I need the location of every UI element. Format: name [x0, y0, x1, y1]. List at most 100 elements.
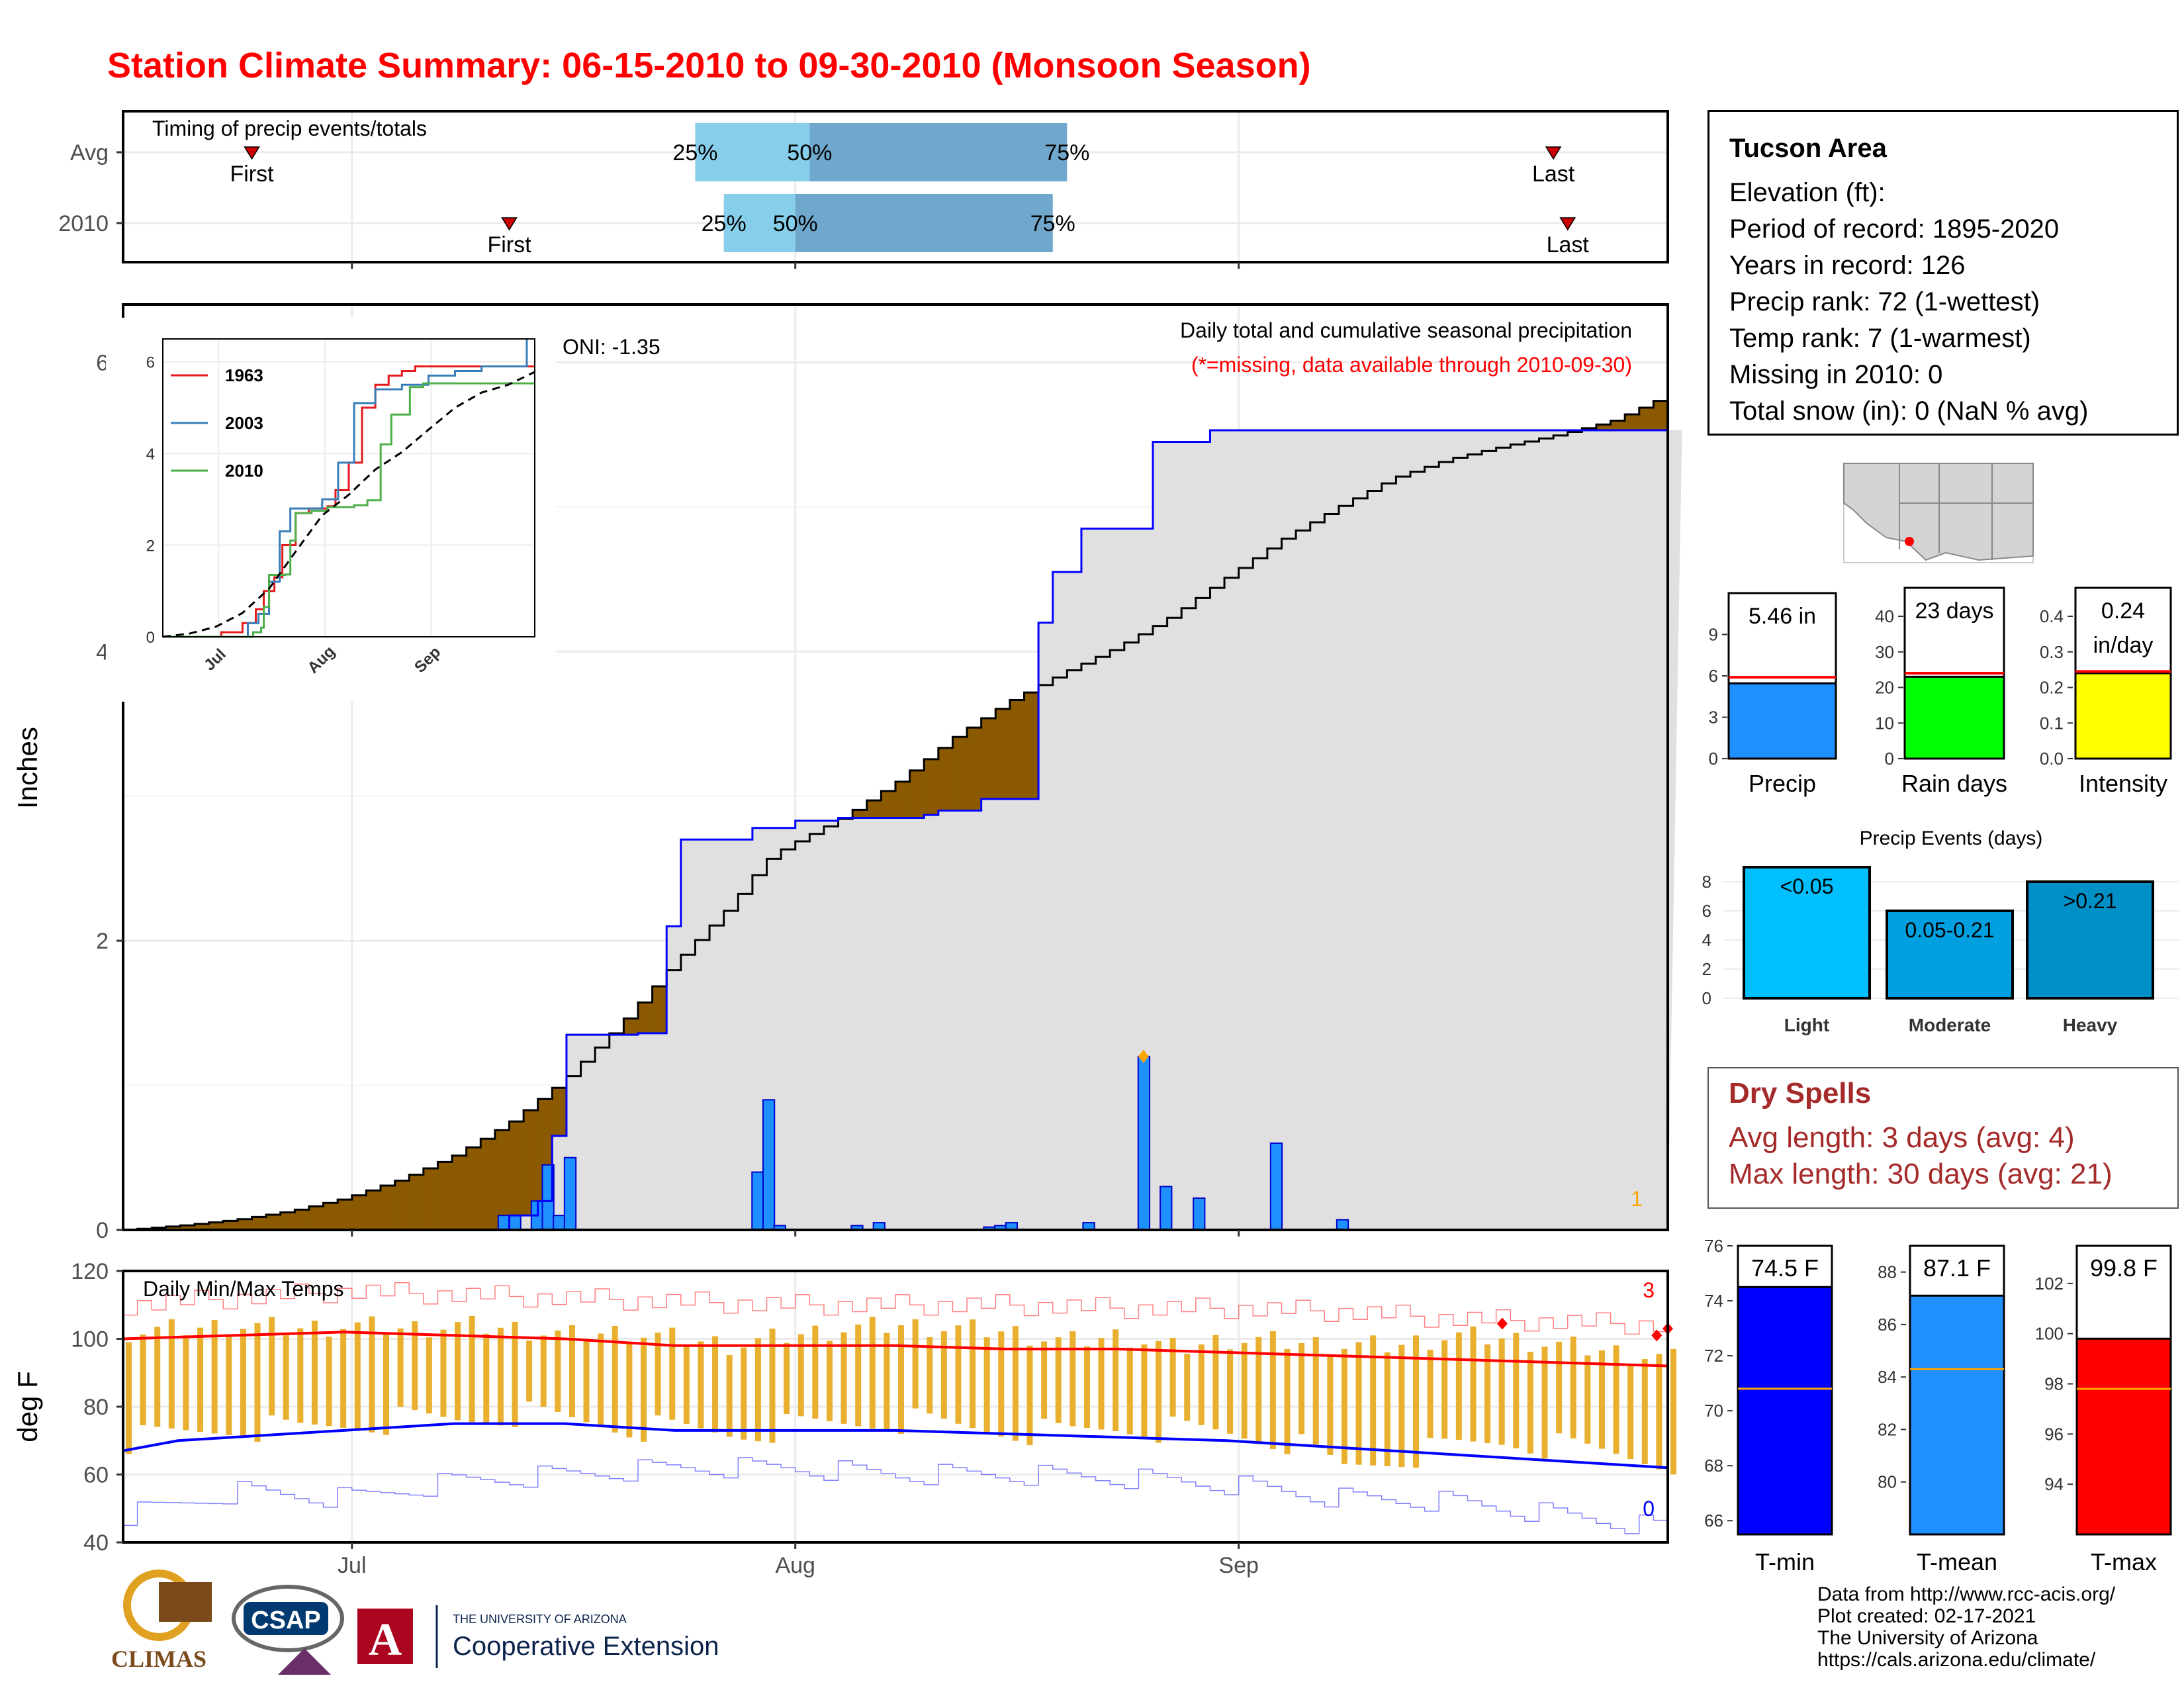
- precip_bar-y-tick-label: 0: [1709, 749, 1718, 769]
- temps-y-tick-label: 80: [83, 1395, 109, 1420]
- dry-spells-title: Dry Spells: [1729, 1077, 1872, 1109]
- tmean_bar-y-tick-label: 82: [1878, 1419, 1897, 1439]
- temps-daily-range-bar: [1255, 1336, 1262, 1444]
- rain_days_bar-chart: 0 10 20 30 40 23 days Rain days: [1875, 586, 2007, 797]
- temps-daily-range-bar: [1098, 1338, 1105, 1430]
- events-title: Precip Events (days): [1860, 827, 2043, 849]
- intensity_bar-y-tick-label: 0.1: [2040, 713, 2064, 733]
- precip_bar-y-tick-label: 6: [1709, 666, 1718, 686]
- temps-daily-range-bar: [126, 1342, 132, 1454]
- temps-daily-range-bar: [1184, 1354, 1191, 1421]
- temps-daily-range-bar: [826, 1340, 833, 1422]
- rain_days_bar-value-label: 23 days: [1915, 598, 1993, 624]
- temps-daily-range-bar: [455, 1322, 461, 1421]
- precip-deficit-area: [437, 1162, 453, 1230]
- precip-missing-marker: [1138, 1049, 1149, 1063]
- timing-q75-label: 75%: [1030, 211, 1075, 236]
- precip-deficit-area: [280, 1212, 295, 1230]
- rain_days_bar-category-label: Rain days: [1901, 770, 2007, 797]
- temps-record-marker: [1651, 1329, 1662, 1342]
- info-line: Missing in 2010: 0: [1729, 360, 1943, 389]
- temps-daily-range-bar: [641, 1337, 647, 1442]
- temps-daily-range-bar: [898, 1325, 904, 1434]
- precip-y-tick-label: 0: [96, 1218, 109, 1243]
- temps-daily-range-bar: [683, 1346, 690, 1425]
- precip-deficit-area: [1610, 420, 1625, 431]
- timing-q50-label: 50%: [787, 140, 832, 165]
- temps-daily-range-bar: [412, 1321, 418, 1411]
- rain_days_bar-y-tick-label: 20: [1875, 678, 1894, 698]
- temps-daily-range-bar: [726, 1354, 733, 1437]
- temps-daily-range-bar: [940, 1331, 947, 1419]
- tmin_bar-value-label: 74.5 F: [1751, 1254, 1819, 1282]
- inset-legend-label: 2003: [225, 413, 263, 433]
- tmean_bar-value-label: 87.1 F: [1923, 1254, 1991, 1282]
- tmax_bar-category-label: T-max: [2091, 1548, 2157, 1575]
- tmin_bar-y-tick-label: 72: [1704, 1346, 1723, 1366]
- precip-deficit-area: [381, 1186, 396, 1230]
- temps-daily-range-bar: [612, 1325, 618, 1433]
- timing-bar-high: [809, 123, 1068, 181]
- dry-spells-max: Max length: 30 days (avg: 21): [1729, 1158, 2113, 1190]
- events-y-tick-label: 2: [1702, 959, 1711, 979]
- temps-daily-range-bar: [812, 1325, 819, 1419]
- precip-daily-bar: [762, 1099, 776, 1231]
- temps-y-tick-label: 60: [83, 1463, 109, 1488]
- timing-first-label: First: [230, 162, 274, 187]
- precip-deficit-area: [223, 1221, 238, 1230]
- precip-deficit-area: [480, 1139, 496, 1230]
- precip-deficit-area: [266, 1214, 281, 1230]
- precip-deficit-area: [1625, 414, 1640, 431]
- temps-daily-range-bar: [240, 1329, 246, 1438]
- events-bar-label: >0.21: [2064, 889, 2117, 913]
- temps-title: Daily Min/Max Temps: [143, 1277, 343, 1301]
- temps-daily-range-bar: [326, 1336, 332, 1427]
- temps-daily-range-bar: [555, 1330, 561, 1412]
- temps-daily-range-bar: [1312, 1337, 1319, 1445]
- temps-daily-range-bar: [955, 1325, 962, 1424]
- temps-daily-range-bar: [1556, 1341, 1563, 1434]
- region-map: [1843, 463, 2034, 563]
- temps-daily-range-bar: [598, 1333, 604, 1428]
- temps-panel: 40 60 80 100 120 Jul Aug Sep Daily Min/Max Temp…: [12, 1259, 1676, 1578]
- tmean_bar-bar: [1909, 1294, 2005, 1536]
- temps-daily-range-bar: [1355, 1342, 1362, 1465]
- info-line: Precip rank: 72 (1-wettest): [1729, 287, 2040, 316]
- climas-logo: CLIMAS: [111, 1570, 212, 1672]
- temps-daily-range-bar: [197, 1327, 204, 1432]
- precip-deficit-area: [423, 1168, 438, 1230]
- record-high-count: 3: [1643, 1278, 1655, 1302]
- footer-credits: Data from http://www.rcc-acis.org/ Plot …: [1817, 1583, 2115, 1671]
- temps-record-marker: [1496, 1317, 1508, 1330]
- precip-deficit-area: [165, 1226, 181, 1230]
- ua-logo: A THE UNIVERSITY OF ARIZONA Cooperative …: [357, 1605, 719, 1668]
- events-bar: [1743, 866, 1871, 1000]
- footer-line: https://cals.arizona.edu/climate/: [1817, 1649, 2096, 1671]
- csap-logo: CSAP: [232, 1585, 344, 1675]
- temps-daily-range-bar: [1327, 1354, 1334, 1455]
- temps-daily-range-bar: [1041, 1341, 1048, 1419]
- tmean_bar-category-label: T-mean: [1917, 1548, 1997, 1575]
- temps-daily-range-bar: [1513, 1333, 1520, 1449]
- precip_bar-y-tick-label: 3: [1709, 708, 1718, 727]
- temps-daily-range-bar: [1470, 1326, 1477, 1442]
- map-state-border: [1899, 463, 2033, 560]
- climas-logo-text: CLIMAS: [111, 1646, 206, 1672]
- temps-daily-range-bar: [426, 1337, 432, 1414]
- precip-deficit-area: [366, 1190, 381, 1230]
- precip-y-label: Inches: [12, 727, 43, 809]
- temps-y-tick-label: 120: [71, 1259, 109, 1284]
- intensity_bar-y-tick-label: 0.0: [2040, 749, 2064, 769]
- temps-daily-range-bar: [1384, 1352, 1390, 1466]
- tmax_bar-y-tick-label: 96: [2044, 1424, 2064, 1444]
- csap-logo-text: CSAP: [251, 1607, 321, 1634]
- precip-deficit-area: [1024, 692, 1039, 800]
- temps-daily-range-bar: [1370, 1335, 1377, 1466]
- station-name: Tucson Area: [1729, 134, 1887, 163]
- timing-bar-low: [695, 123, 810, 181]
- events-category-label: Light: [1784, 1015, 1829, 1035]
- events-bar-label: <0.05: [1780, 874, 1834, 898]
- info-line: Temp rank: 7 (1-warmest): [1729, 324, 2031, 353]
- map-station-marker: [1905, 537, 1914, 546]
- precip-daily-bar: [1160, 1186, 1173, 1231]
